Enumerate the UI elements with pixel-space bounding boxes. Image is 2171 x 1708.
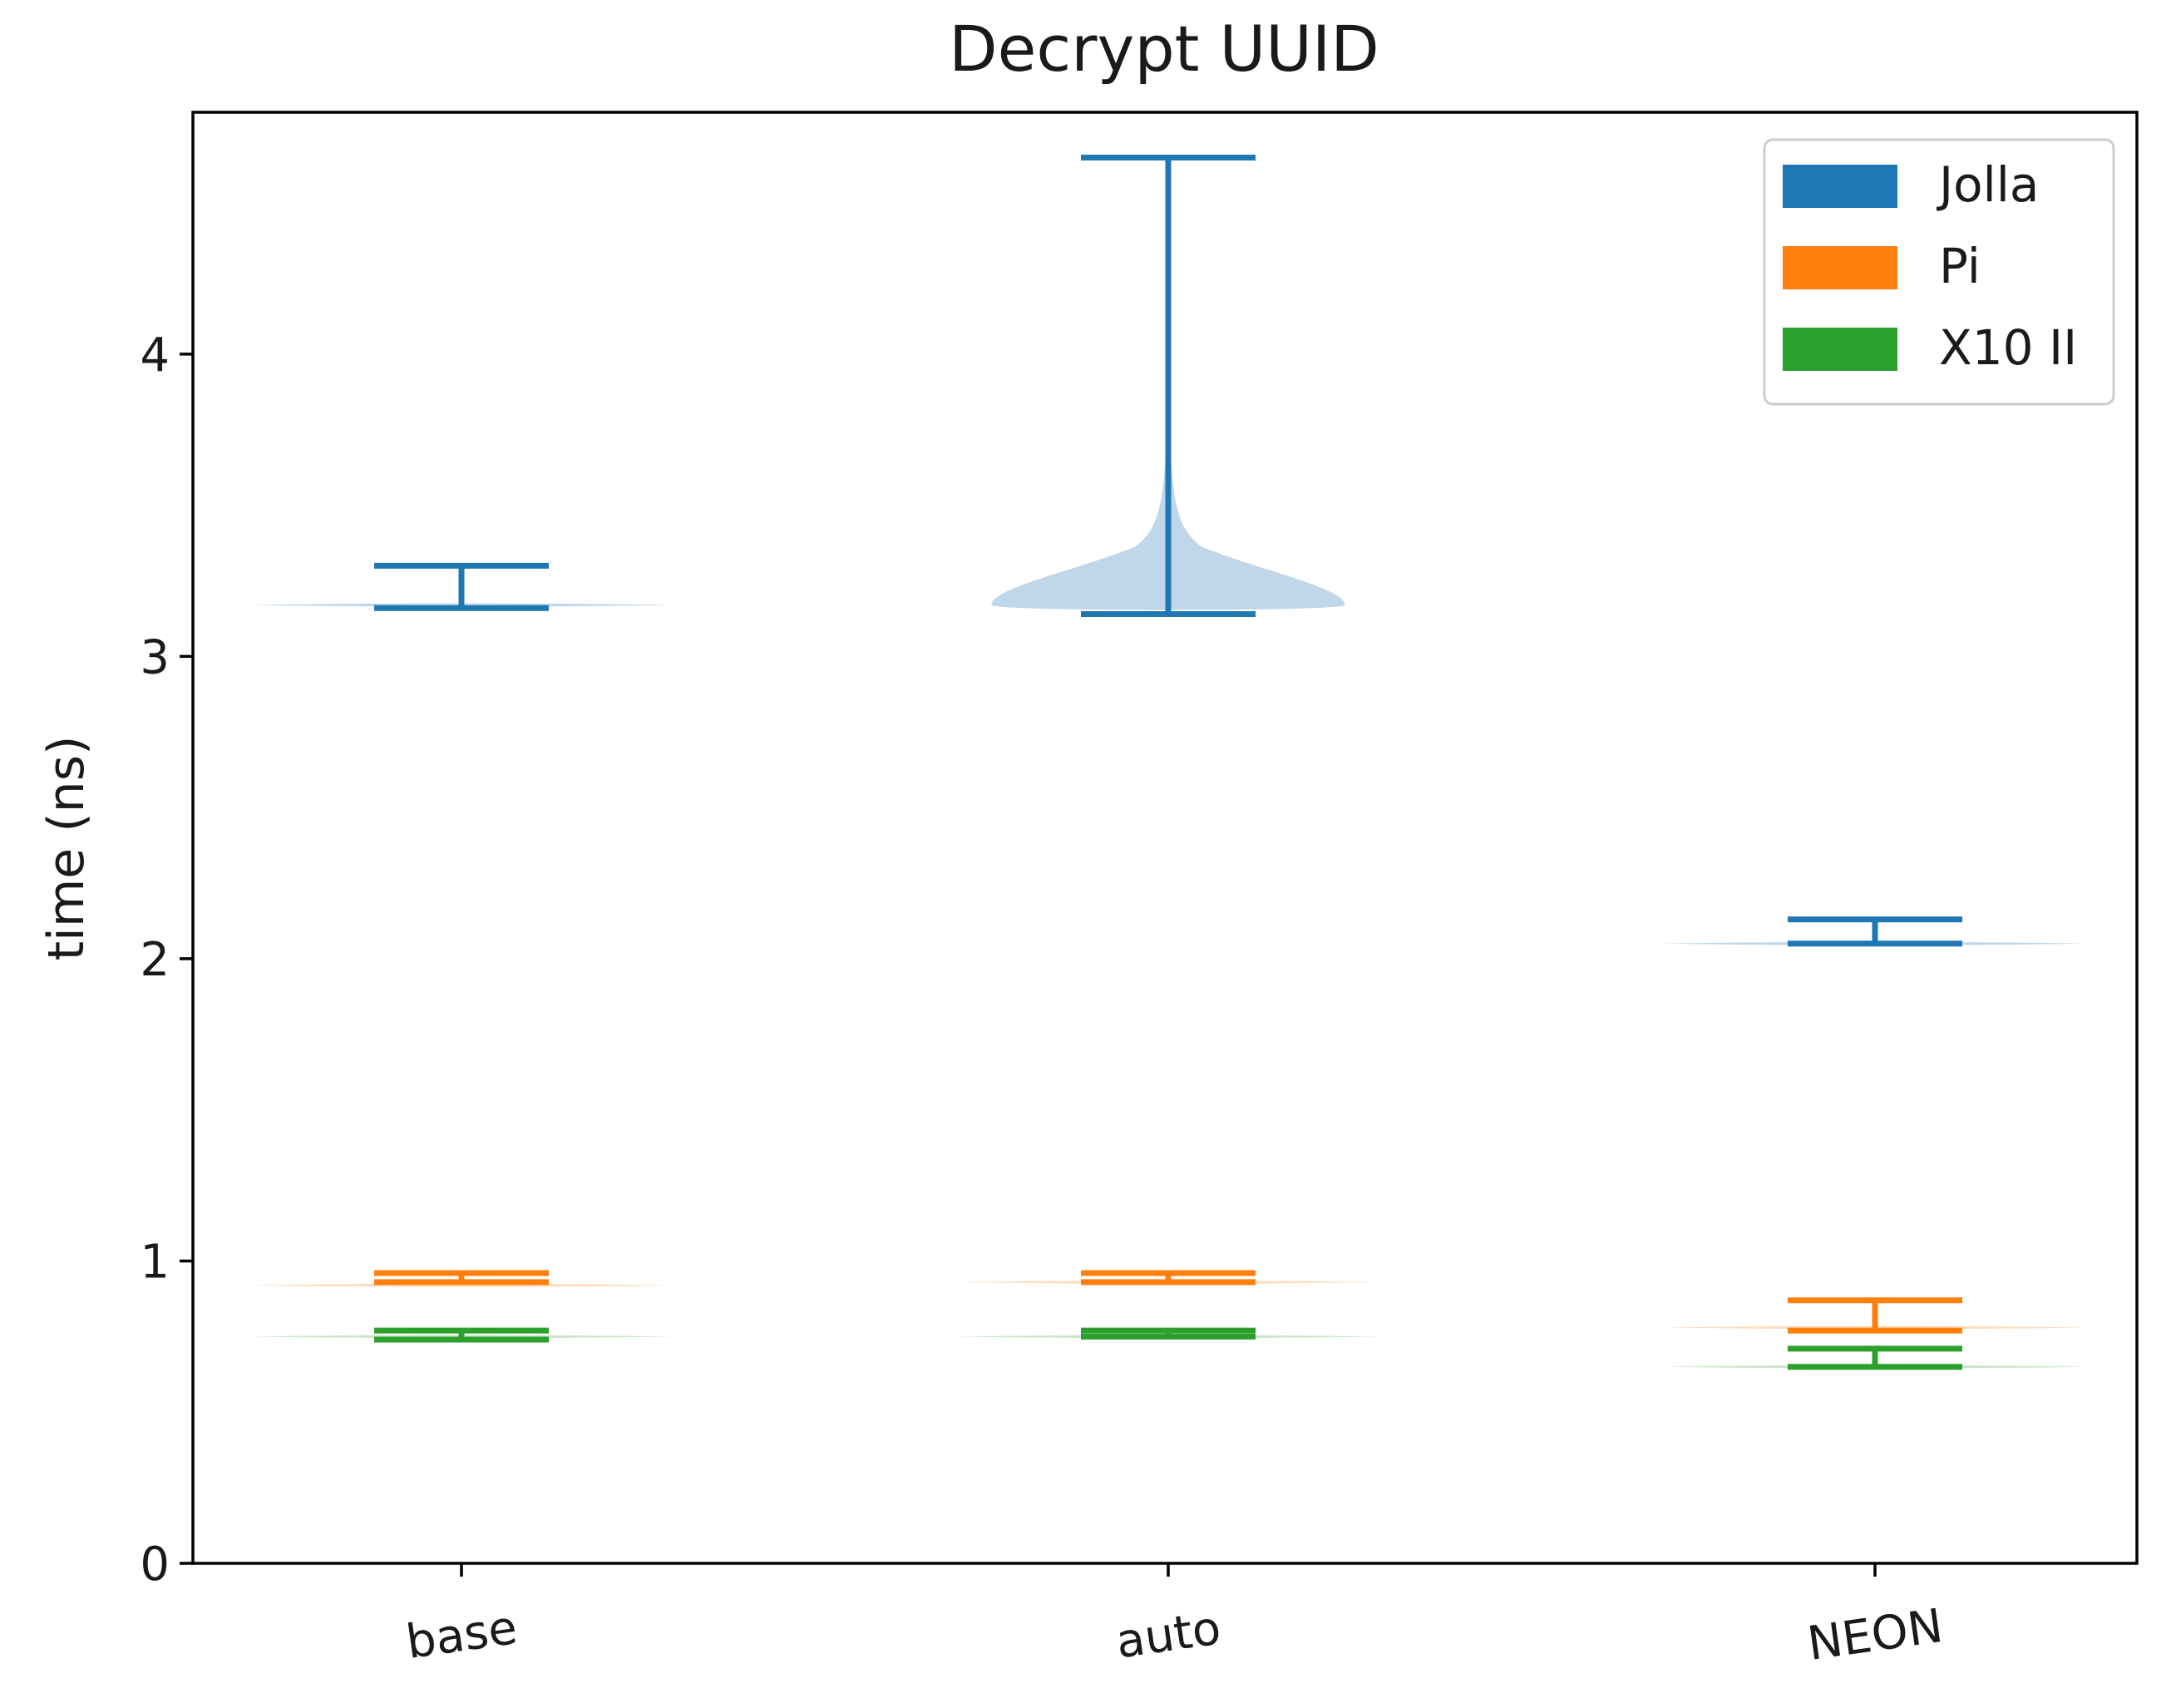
legend-label: Pi bbox=[1939, 238, 1981, 294]
legend: Jolla Pi X10 II bbox=[1763, 138, 2115, 406]
legend-label: X10 II bbox=[1939, 319, 2077, 376]
x-tick-label: base bbox=[403, 1601, 521, 1670]
violin-x10-ii-base bbox=[249, 1327, 674, 1343]
y-axis-label: time (ns) bbox=[37, 736, 96, 961]
violin-pi-auto bbox=[956, 1270, 1380, 1286]
y-tick-label: 2 bbox=[140, 933, 170, 987]
y-tick-label: 0 bbox=[140, 1538, 170, 1592]
legend-swatch bbox=[1783, 328, 1897, 371]
plot-area bbox=[249, 155, 2087, 1370]
legend-swatch bbox=[1783, 246, 1897, 289]
violin-x10-ii-neon bbox=[1663, 1345, 2087, 1370]
y-tick-label: 3 bbox=[140, 630, 170, 684]
chart-title: Decrypt UUID bbox=[949, 12, 1379, 86]
y-tick-label: 1 bbox=[140, 1235, 170, 1289]
y-tick-label: 4 bbox=[140, 328, 170, 383]
legend-label: Jolla bbox=[1937, 156, 2039, 213]
x-tick-label: NEON bbox=[1804, 1599, 1946, 1671]
legend-swatch bbox=[1783, 165, 1897, 208]
violin-jolla-auto bbox=[991, 155, 1345, 617]
violin-pi-base bbox=[249, 1270, 674, 1287]
violin-jolla-neon bbox=[1663, 916, 2087, 947]
violin-pi-neon bbox=[1663, 1297, 2087, 1334]
violin-body bbox=[249, 1283, 674, 1287]
violin-x10-ii-auto bbox=[956, 1327, 1380, 1340]
violin-jolla-base bbox=[249, 562, 674, 611]
plot-frame bbox=[191, 111, 2139, 1565]
x-tick-label: auto bbox=[1113, 1602, 1224, 1670]
